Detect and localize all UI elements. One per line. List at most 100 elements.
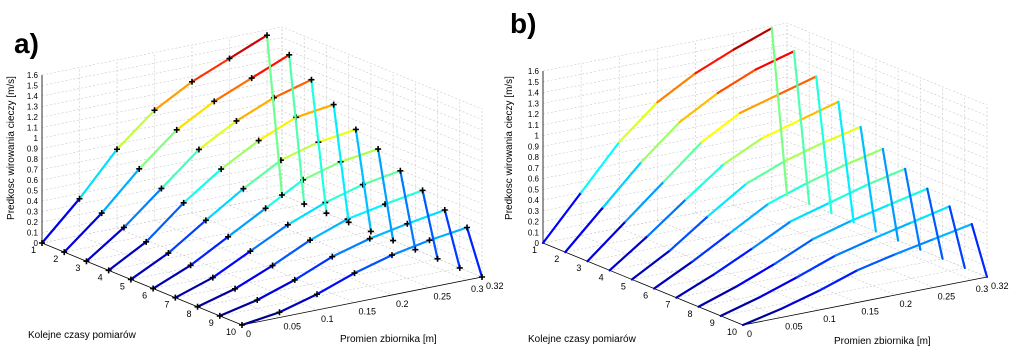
series-line-segment — [406, 208, 446, 225]
z-tick-label: 1.5 — [528, 78, 540, 87]
data-point-marker — [286, 51, 293, 58]
series-line-segment — [228, 34, 269, 60]
data-point-marker — [308, 76, 315, 83]
x-tick-label: 9 — [209, 318, 214, 328]
series-line-segment — [843, 147, 884, 167]
data-point-marker — [180, 199, 187, 206]
x-tick-label: 1 — [532, 245, 537, 255]
y-tick-label: 0.2 — [396, 299, 409, 309]
series-line-segment — [770, 27, 789, 197]
gridline-floor — [116, 227, 318, 311]
data-point-marker — [419, 187, 426, 194]
series-line-segment — [630, 249, 672, 281]
data-point-marker — [216, 312, 223, 319]
data-point-marker — [307, 237, 314, 244]
data-point-marker — [165, 250, 172, 257]
axis-line — [241, 276, 483, 326]
series-line-segment — [257, 116, 298, 142]
gridline-floor — [720, 267, 965, 317]
data-point-marker — [254, 296, 261, 303]
series-line-segment — [684, 162, 726, 201]
z-tick-label: 0.1 — [528, 228, 540, 237]
data-point-marker — [61, 249, 68, 256]
z-tick-label: 0.5 — [528, 185, 540, 194]
data-point-marker — [255, 137, 262, 144]
data-point-marker — [187, 262, 194, 269]
series-line-segment — [729, 202, 770, 234]
series-line-segment — [837, 100, 855, 224]
data-point-marker — [172, 294, 179, 301]
y-axis-title: Promien zbiornika [m] — [340, 334, 437, 345]
series-line-segment — [249, 223, 289, 253]
panel-b-label: b) — [510, 8, 537, 39]
z-tick-label: 1.2 — [27, 113, 39, 122]
data-point-marker — [240, 185, 247, 192]
data-point-marker — [158, 185, 165, 192]
axis-line — [542, 242, 744, 326]
series-line-segment — [805, 163, 846, 185]
series-line-segment — [242, 159, 282, 190]
series-line-segment — [288, 53, 306, 206]
z-axis-title: Predkosc wirowania cieczy [m/s] — [6, 76, 17, 220]
data-point-marker — [388, 252, 395, 259]
series-line-segment — [85, 226, 126, 263]
series-line-segment — [678, 92, 719, 124]
series-line-segment — [129, 251, 170, 281]
data-point-marker — [226, 55, 233, 62]
gridline-z — [41, 47, 483, 131]
axes: 00.10.20.30.40.50.60.70.80.911.11.21.31.… — [6, 71, 504, 345]
data-point-marker — [367, 228, 374, 235]
series-line-segment — [903, 167, 922, 251]
series-line-segment — [390, 239, 431, 257]
gridline-floor — [733, 205, 934, 288]
series-line-segment — [675, 272, 716, 299]
data-point-marker — [329, 253, 336, 260]
gridline-floor — [631, 231, 876, 280]
series-line-segment — [354, 128, 372, 233]
z-tick-label: 0 — [535, 239, 540, 248]
y-tick-label: 0.15 — [358, 306, 376, 316]
z-tick-label: 0 — [34, 239, 39, 248]
gridline-floor — [676, 249, 921, 298]
data-point-marker — [351, 270, 358, 277]
z-axis-title: Predkosc wirowania cieczy [m/s] — [504, 76, 515, 220]
x-tick-label: 9 — [710, 318, 715, 328]
data-point-marker — [434, 255, 441, 262]
series-line-segment — [741, 307, 783, 327]
gridline-floor — [191, 212, 393, 296]
data-point-marker — [291, 276, 298, 283]
series-line-segment — [265, 34, 284, 197]
data-point-marker — [323, 210, 330, 217]
z-tick-label: 1 — [535, 132, 540, 141]
series-line-segment — [218, 298, 259, 317]
series-line-segment — [278, 293, 319, 314]
z-tick-label: 0.8 — [528, 153, 540, 162]
z-tick-label: 0.1 — [27, 229, 39, 238]
series-group — [541, 27, 989, 327]
data-point-marker — [150, 285, 157, 292]
series-line-segment — [894, 238, 935, 256]
gridline-floor — [609, 222, 854, 271]
series-line-segment — [138, 128, 178, 170]
axis-line — [742, 276, 988, 326]
data-point-marker — [262, 205, 269, 212]
y-tick-label: 0.25 — [938, 291, 956, 301]
x-tick-label: 5 — [621, 281, 626, 291]
data-point-marker — [313, 291, 320, 298]
axes: 00.10.20.30.40.50.60.70.80.911.11.21.31.… — [504, 67, 1009, 347]
series-line-segment — [618, 101, 659, 144]
data-point-marker — [136, 165, 143, 172]
y-tick-label: 0.32 — [991, 281, 1009, 291]
series-line-segment — [745, 160, 786, 185]
gridline-z — [41, 131, 483, 215]
x-axis-title: Kolejne czasy pomiarów — [28, 330, 137, 341]
data-point-marker — [209, 274, 216, 281]
series-line-segment — [608, 234, 649, 272]
series-line-segment — [256, 278, 296, 302]
series-line-segment — [368, 222, 409, 240]
y-axis-title: Promien zbiornika [m] — [834, 336, 931, 347]
series-line-segment — [271, 239, 312, 267]
series-line-segment — [78, 148, 119, 200]
x-tick-label: 2 — [554, 254, 559, 264]
